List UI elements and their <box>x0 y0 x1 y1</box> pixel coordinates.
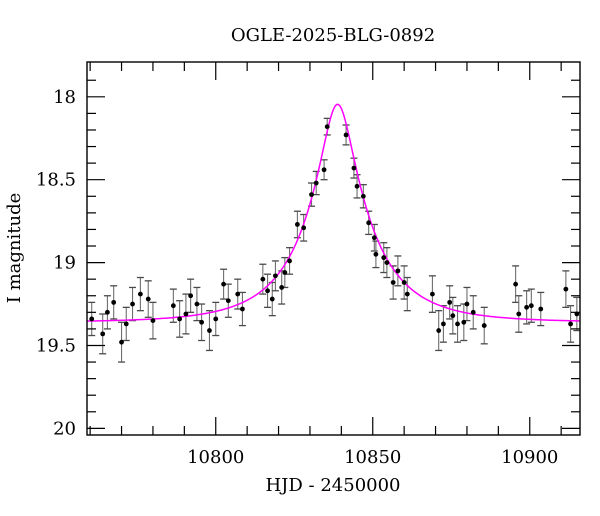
data-point <box>213 316 219 322</box>
data-point <box>343 132 349 138</box>
data-point <box>199 319 205 325</box>
data-point <box>470 309 476 315</box>
data-point <box>354 183 360 189</box>
data-point <box>265 288 270 294</box>
data-point <box>309 192 314 198</box>
data-point <box>150 318 156 324</box>
data-point <box>351 165 357 171</box>
data-point <box>137 291 143 297</box>
data-point <box>279 285 285 290</box>
data-point <box>461 319 467 325</box>
data-point <box>188 293 194 299</box>
data-point <box>313 180 319 186</box>
x-tick-label: 10900 <box>501 447 558 468</box>
x-tick-label: 10850 <box>344 447 401 468</box>
data-point <box>207 328 212 333</box>
data-point <box>441 321 446 327</box>
data-point <box>360 193 366 199</box>
data-point <box>390 280 396 285</box>
data-point <box>89 316 95 322</box>
data-point <box>436 328 442 333</box>
data-point <box>221 281 226 287</box>
data-point <box>145 296 151 302</box>
data-point <box>455 321 460 327</box>
data-point <box>563 286 569 292</box>
data-point <box>366 220 372 226</box>
data-point <box>130 301 135 307</box>
y-tick-label: 20 <box>53 418 76 439</box>
data-point <box>225 298 231 304</box>
data-point <box>401 280 407 285</box>
tick-labels: 10800 10850 10900 18 18.5 19 19.5 20 <box>36 87 558 468</box>
y-axis-label: I magnitude <box>4 193 25 304</box>
data-points <box>89 124 580 345</box>
data-point <box>450 313 456 319</box>
y-tick-label: 19.5 <box>36 335 76 356</box>
data-point <box>119 339 124 345</box>
data-point <box>568 321 573 327</box>
data-point <box>321 167 327 173</box>
data-point <box>287 258 292 264</box>
data-point <box>395 268 401 274</box>
error-bars <box>88 117 581 363</box>
data-point <box>464 301 470 307</box>
data-point <box>538 306 544 312</box>
data-point <box>516 311 522 317</box>
data-point <box>194 301 200 307</box>
data-point <box>123 321 129 327</box>
data-point <box>105 309 110 315</box>
data-point <box>177 316 183 322</box>
data-point <box>269 296 275 302</box>
data-point <box>260 276 266 282</box>
data-point <box>111 299 117 305</box>
data-point <box>384 260 390 265</box>
data-point <box>170 303 176 309</box>
model-curve <box>86 103 581 322</box>
data-point <box>371 235 377 241</box>
y-tick-label: 19 <box>53 253 76 274</box>
chart-title: OGLE-2025-BLG-0892 <box>231 25 435 46</box>
y-tick-label: 18 <box>53 87 76 108</box>
x-axis-label: HJD - 2450000 <box>265 475 400 496</box>
data-point <box>324 124 330 130</box>
data-point <box>513 281 519 287</box>
data-point <box>294 222 300 227</box>
plot-border <box>86 61 581 436</box>
data-point <box>273 273 278 279</box>
x-tick-label: 10800 <box>187 447 244 468</box>
data-point <box>528 303 534 309</box>
data-point <box>430 291 435 297</box>
y-tick-label: 18.5 <box>36 170 76 191</box>
data-point <box>183 311 189 317</box>
data-point <box>524 304 530 310</box>
data-point <box>447 299 453 305</box>
data-point <box>381 255 387 261</box>
data-point <box>301 225 307 231</box>
data-point <box>235 291 241 297</box>
data-point <box>404 291 410 297</box>
data-point <box>240 306 245 312</box>
data-point <box>100 331 106 337</box>
data-point <box>481 323 487 328</box>
data-point <box>282 270 288 275</box>
model-curve-path <box>86 103 581 322</box>
axis-ticks <box>87 62 580 435</box>
data-point <box>373 251 379 257</box>
